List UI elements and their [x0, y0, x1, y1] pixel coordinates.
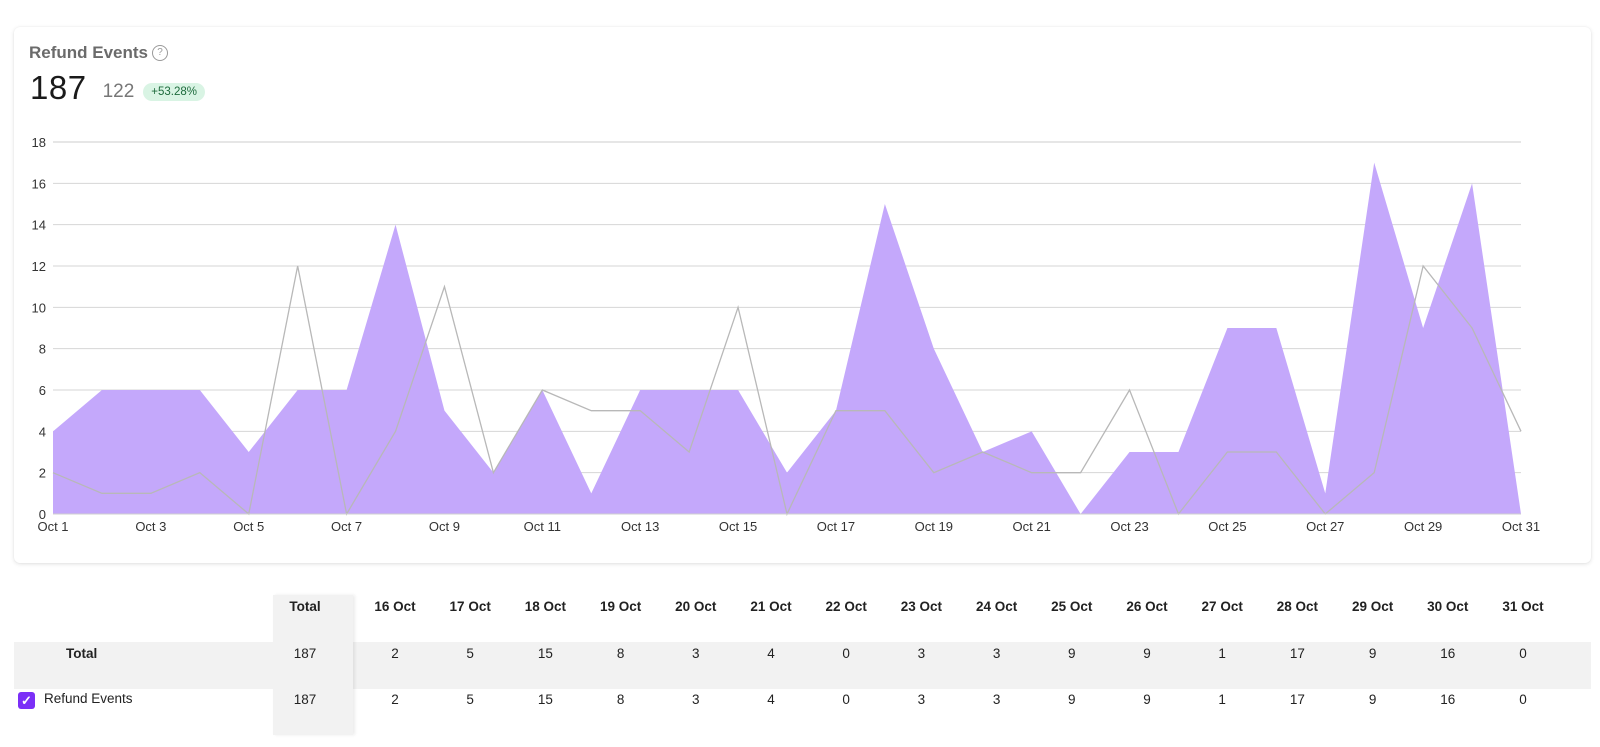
header-date: 23 Oct	[900, 599, 943, 614]
header-date: 24 Oct	[975, 599, 1018, 614]
table-cell: 4	[767, 692, 775, 707]
x-tick-label: Oct 19	[915, 519, 953, 534]
x-tick-label: Oct 29	[1404, 519, 1442, 534]
area-series	[53, 162, 1521, 514]
header-date: 16 Oct	[374, 599, 416, 614]
table-cell: 5	[466, 646, 474, 661]
header-date: 25 Oct	[1051, 599, 1093, 614]
table-cell: 2	[391, 646, 399, 661]
table-cell: 0	[1519, 692, 1527, 707]
x-tick-label: Oct 15	[719, 519, 757, 534]
table-cell: 9	[1143, 692, 1151, 707]
x-tick-label: Oct 5	[233, 519, 264, 534]
total-column-background	[273, 595, 353, 735]
x-tick-label: Oct 21	[1013, 519, 1051, 534]
card-title-text: Refund Events	[29, 43, 149, 62]
y-tick-label: 8	[39, 342, 46, 357]
x-tick-label: Oct 1	[37, 519, 68, 534]
header-date: 29 Oct	[1351, 599, 1394, 614]
header-date: 19 Oct	[599, 599, 642, 614]
table-cell: 16	[1440, 692, 1456, 707]
table-cell: 2	[391, 692, 399, 707]
question-circle-icon[interactable]: ?	[152, 45, 169, 61]
header-date: 27 Oct	[1201, 599, 1243, 614]
row-label-total: Total	[66, 646, 98, 661]
metric-row: 187 122 +53.28%	[30, 69, 205, 107]
y-tick-label: 10	[32, 300, 46, 315]
header-date: 31 Oct	[1502, 599, 1544, 614]
header-date: 30 Oct	[1427, 599, 1469, 614]
table-cell: 9	[1368, 692, 1377, 707]
data-table: Total 16 Oct 17 Oct 18 Oct 19 Oct 20 Oct 21 Oc…	[14, 595, 1591, 735]
table-cell: 0	[1519, 646, 1527, 661]
y-tick-label: 2	[39, 466, 46, 481]
table-cell: 3	[917, 692, 926, 707]
x-tick-label: Oct 3	[135, 519, 166, 534]
table-cell: 3	[692, 646, 700, 661]
table-cell: 9	[1068, 646, 1076, 661]
x-tick-label: Oct 11	[524, 519, 561, 534]
y-tick-label: 0	[39, 507, 46, 522]
y-tick-label: 12	[32, 259, 46, 274]
table-cell: 9	[1368, 646, 1377, 661]
table-cell: 8	[616, 646, 625, 661]
table-cell: 3	[992, 692, 1001, 707]
table-cell: 3	[692, 692, 700, 707]
header-date: 26 Oct	[1126, 599, 1168, 614]
table-cell: 9	[1068, 692, 1076, 707]
header-date: 20 Oct	[675, 599, 717, 614]
y-tick-label: 4	[39, 424, 46, 439]
row-label-series: Refund Events	[44, 691, 133, 706]
x-tick-label: Oct 25	[1208, 519, 1246, 534]
metric-value: 187	[30, 69, 87, 106]
header-date: 18 Oct	[524, 599, 567, 614]
table-cell: 0	[842, 646, 850, 661]
row-total-value: 187	[293, 646, 317, 661]
x-tick-label: Oct 9	[429, 519, 460, 534]
table-cell: 4	[767, 646, 775, 661]
metric-change-badge: +53.28%	[143, 83, 205, 101]
header-date: 21 Oct	[750, 599, 792, 614]
table-cell: 5	[466, 692, 474, 707]
table-cell: 15	[537, 646, 553, 661]
table-cell: 9	[1143, 646, 1151, 661]
x-tick-label: Oct 31	[1502, 519, 1540, 534]
table-cell: 15	[537, 692, 553, 707]
table-cell: 1	[1218, 646, 1226, 661]
row-total-value: 187	[293, 692, 317, 707]
header-total: Total	[289, 599, 321, 614]
table-cell: 0	[842, 692, 850, 707]
y-tick-label: 18	[32, 135, 46, 150]
y-tick-label: 6	[39, 383, 46, 398]
x-tick-label: Oct 13	[621, 519, 659, 534]
series-checkbox[interactable]: ✓	[18, 692, 35, 709]
x-tick-label: Oct 27	[1306, 519, 1344, 534]
y-tick-label: 14	[32, 218, 46, 233]
x-tick-label: Oct 7	[331, 519, 362, 534]
table-cell: 1	[1218, 692, 1226, 707]
y-tick-label: 16	[32, 176, 46, 191]
table-cell: 3	[992, 646, 1001, 661]
table-cell: 17	[1289, 646, 1305, 661]
metric-previous: 122	[102, 81, 135, 102]
area-chart[interactable]: 0 2 4 6 8 10 12 14 16 18 Oct 1 Oct 3 Oct 5 Oct 7 Oct 9…	[14, 27, 1591, 563]
table-cell: 17	[1289, 692, 1305, 707]
header-date: 28 Oct	[1276, 599, 1319, 614]
chart-card: Refund Events ? 187 122 +53.28% 0 2 4 6 8 10 1…	[14, 27, 1591, 563]
table-cell: 8	[616, 692, 625, 707]
table-cell: 16	[1440, 646, 1456, 661]
header-date: 17 Oct	[449, 599, 491, 614]
table-cell: 3	[917, 646, 926, 661]
x-tick-label: Oct 17	[817, 519, 855, 534]
header-date: 22 Oct	[825, 599, 867, 614]
card-title: Refund Events ?	[29, 43, 169, 63]
x-tick-label: Oct 23	[1110, 519, 1148, 534]
